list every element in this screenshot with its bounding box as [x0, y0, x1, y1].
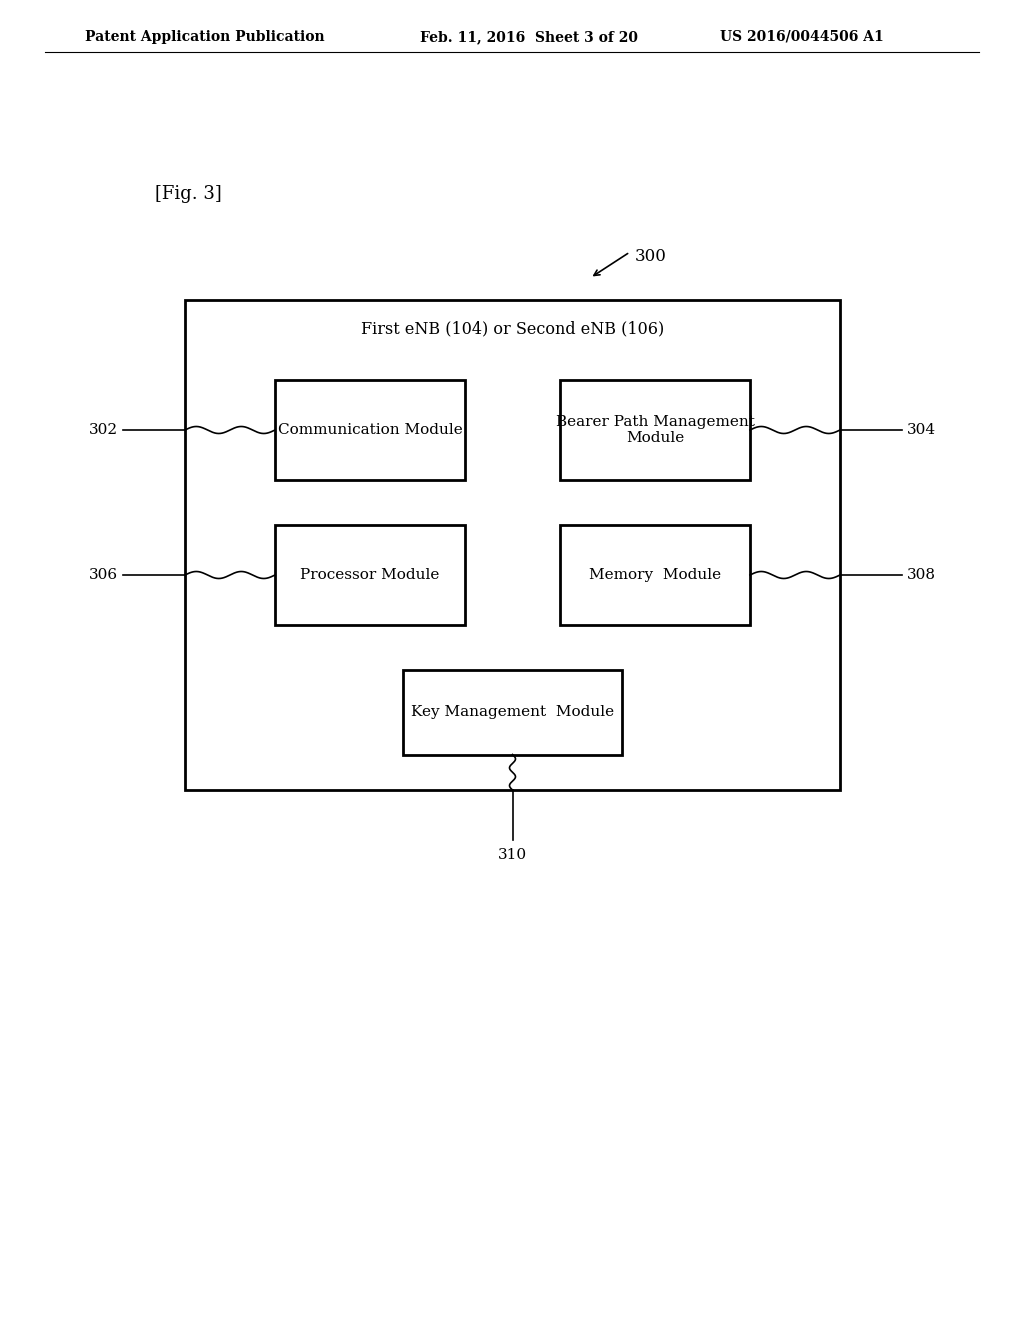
Text: Patent Application Publication: Patent Application Publication: [85, 30, 325, 44]
Text: US 2016/0044506 A1: US 2016/0044506 A1: [720, 30, 884, 44]
FancyBboxPatch shape: [275, 380, 465, 480]
Text: 304: 304: [907, 422, 936, 437]
Text: 306: 306: [89, 568, 118, 582]
FancyBboxPatch shape: [560, 380, 750, 480]
Text: 308: 308: [907, 568, 936, 582]
FancyBboxPatch shape: [403, 669, 622, 755]
Text: Feb. 11, 2016  Sheet 3 of 20: Feb. 11, 2016 Sheet 3 of 20: [420, 30, 638, 44]
FancyBboxPatch shape: [275, 525, 465, 624]
Text: 302: 302: [89, 422, 118, 437]
FancyBboxPatch shape: [185, 300, 840, 789]
Text: 310: 310: [498, 847, 527, 862]
Text: First eNB (104) or Second eNB (106): First eNB (104) or Second eNB (106): [360, 319, 665, 337]
Text: 300: 300: [635, 248, 667, 265]
FancyBboxPatch shape: [560, 525, 750, 624]
Text: [Fig. 3]: [Fig. 3]: [155, 185, 222, 203]
Text: Communication Module: Communication Module: [278, 422, 463, 437]
Text: Memory  Module: Memory Module: [589, 568, 721, 582]
Text: Bearer Path Management
Module: Bearer Path Management Module: [556, 414, 755, 445]
Text: Key Management  Module: Key Management Module: [411, 705, 614, 719]
Text: Processor Module: Processor Module: [300, 568, 439, 582]
